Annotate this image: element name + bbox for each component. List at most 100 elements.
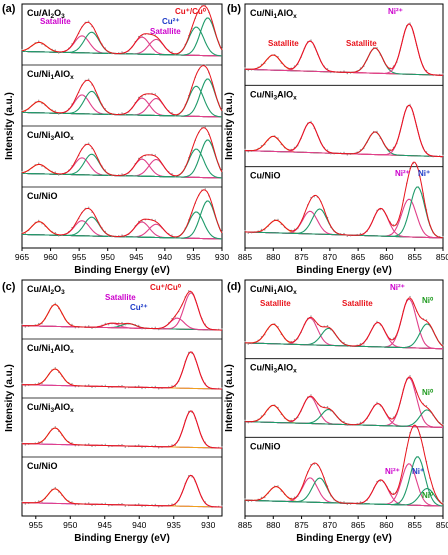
data-point [154, 444, 156, 447]
peak-annotation: Ni²⁺ [388, 7, 403, 16]
sample-sub2: x [70, 348, 74, 355]
data-point [38, 162, 40, 164]
data-point [74, 327, 77, 329]
sample-label: Cu/NiO [250, 171, 281, 181]
x-axis-label: Binding Energy (eV) [74, 265, 170, 276]
data-point [244, 148, 246, 151]
data-point [343, 70, 345, 72]
data-point [38, 322, 40, 325]
x-axis-label: Binding Energy (eV) [296, 533, 392, 544]
x-tick-label: 860 [379, 520, 393, 530]
data-point [363, 502, 365, 504]
data-point [442, 235, 444, 238]
data-point [376, 320, 378, 323]
data-point [21, 441, 23, 444]
data-point [174, 237, 176, 239]
sample-name: Cu/Ni [27, 343, 51, 353]
data-point [247, 232, 249, 234]
sample-sub1: 1 [274, 13, 278, 20]
x-tick-label: 885 [238, 252, 252, 262]
data-point [54, 232, 56, 234]
data-point [442, 73, 444, 75]
component-peak [244, 322, 444, 350]
sample-label: Cu/Ni3AlOx [250, 363, 297, 375]
sample-sub1: 2 [51, 289, 55, 296]
data-point [425, 319, 428, 321]
data-point [244, 341, 246, 343]
sample-sub1: 3 [51, 407, 55, 414]
sample-mid: AlO [54, 343, 70, 353]
data-point [91, 327, 93, 329]
data-point [54, 171, 56, 173]
peak-annotation: Ni⁰ [422, 388, 434, 397]
data-point [244, 230, 246, 232]
data-point [108, 113, 110, 115]
component-peak [245, 377, 443, 428]
data-point [346, 154, 348, 156]
x-tick-label: 935 [186, 252, 200, 262]
peak-annotation: Satallite [342, 299, 373, 308]
data-point [343, 420, 345, 423]
peak-annotation: Ni²⁺ [385, 467, 400, 476]
data-point [174, 54, 176, 56]
data-point [379, 480, 381, 482]
data-point [121, 112, 123, 114]
data-point [41, 382, 43, 385]
data-point [124, 505, 127, 507]
data-point [38, 382, 40, 384]
data-point [174, 176, 176, 178]
sample-label: Cu/Ni1AlOx [250, 8, 297, 20]
data-point [171, 173, 173, 175]
data-point [88, 142, 90, 144]
data-point [74, 445, 77, 447]
peak-annotation: Satallite [260, 299, 291, 308]
data-point [363, 234, 365, 236]
component-peak [244, 456, 444, 507]
sample-label: Cu/Ni1AlOx [27, 69, 74, 81]
data-point [359, 232, 362, 235]
data-point [392, 224, 395, 226]
data-point [138, 444, 140, 446]
data-point [154, 219, 156, 221]
data-point [171, 51, 173, 53]
data-point [154, 34, 156, 36]
data-point [41, 441, 43, 444]
sample-sub2: x [70, 135, 74, 142]
data-point [104, 443, 107, 445]
sample-label: Cu/Al2O3 [27, 284, 65, 296]
y-axis-label: Intensity (a.u.) [224, 92, 235, 160]
data-point [346, 503, 348, 506]
sample-name: Cu/Al [27, 284, 51, 294]
data-point [346, 345, 348, 348]
x-tick-label: 885 [238, 520, 252, 530]
envelope-line [21, 64, 223, 116]
data-point [204, 188, 206, 190]
sample-sub1: 1 [51, 348, 55, 355]
sample-sub2: x [293, 289, 297, 296]
sample-label: Cu/Al2O3 [27, 8, 65, 20]
data-point [277, 485, 279, 487]
data-point [409, 22, 411, 24]
data-point [141, 446, 143, 449]
data-point [264, 229, 266, 231]
data-point [326, 406, 329, 408]
data-point [108, 52, 110, 54]
data-point [24, 50, 26, 52]
data-point [58, 113, 60, 115]
data-point [124, 113, 127, 116]
component-peak [244, 198, 444, 239]
sample-label: Cu/NiO [250, 441, 281, 451]
sample-name: Cu/NiO [250, 171, 281, 181]
data-point [41, 43, 43, 45]
sample-name: Cu/Ni [250, 8, 274, 18]
data-point [260, 228, 263, 231]
component-peak [244, 186, 444, 239]
sample-sub2: x [70, 74, 74, 81]
data-point [104, 384, 107, 386]
sample-label: Cu/NiO [27, 191, 58, 201]
data-point [247, 343, 249, 345]
data-point [141, 505, 143, 508]
peak-annotation: Satallite [268, 39, 299, 48]
data-point [154, 385, 156, 388]
